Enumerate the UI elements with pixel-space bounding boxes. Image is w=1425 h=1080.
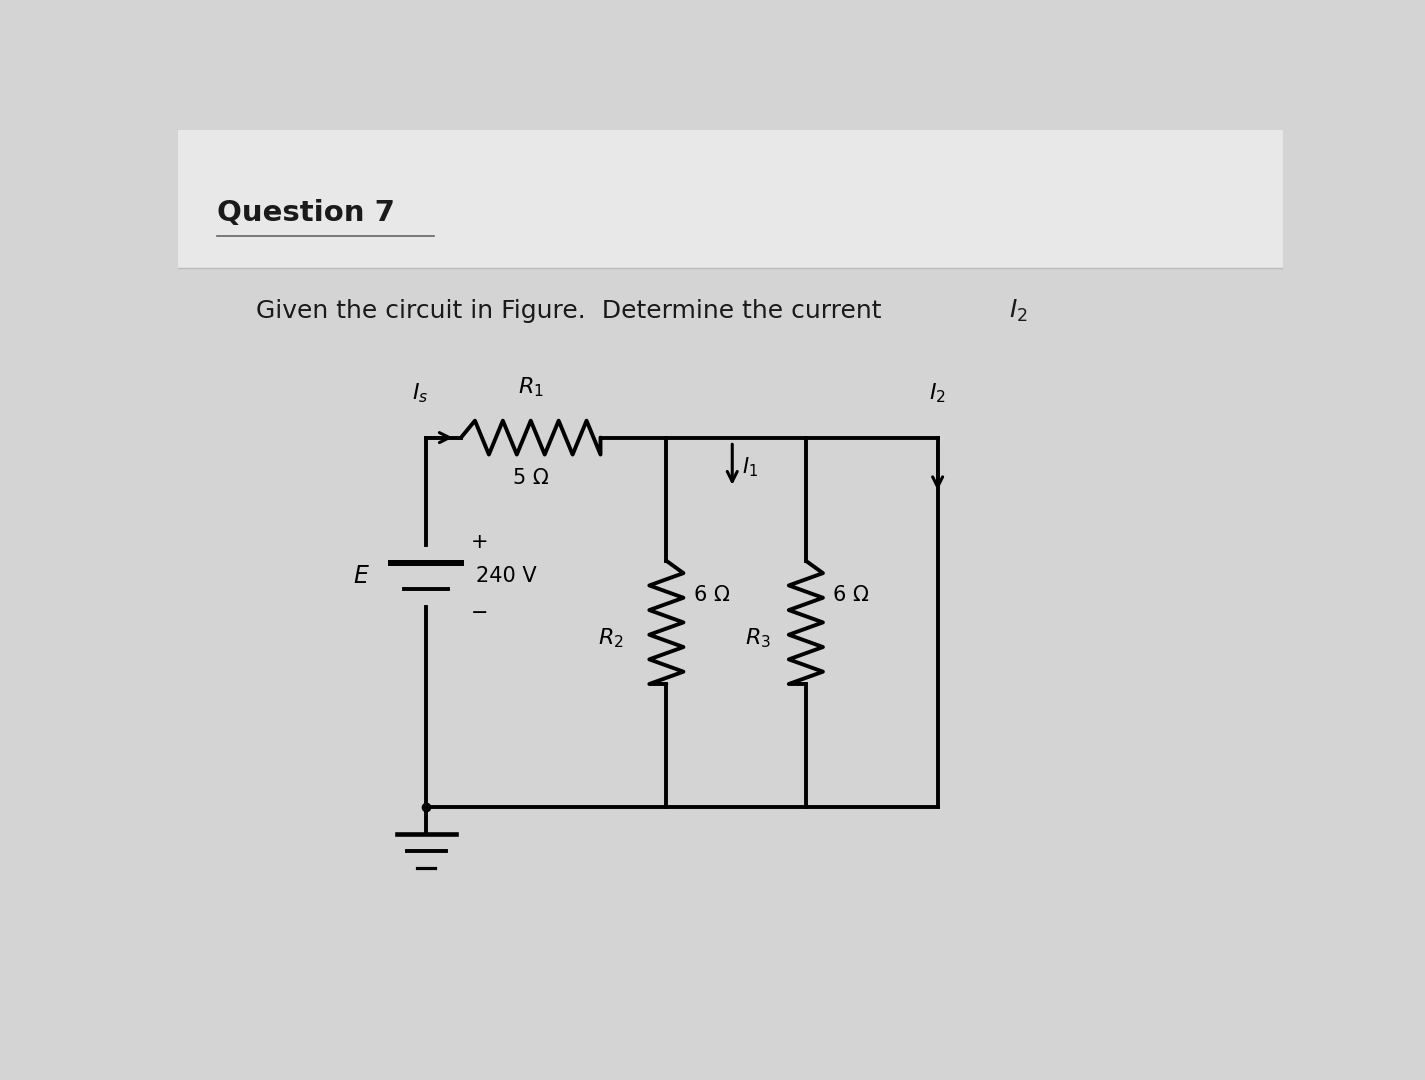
Text: Question 7: Question 7: [217, 199, 395, 227]
Text: −: −: [472, 603, 489, 623]
Text: 6 Ω: 6 Ω: [834, 585, 869, 606]
Text: 6 Ω: 6 Ω: [694, 585, 730, 606]
Text: $R_3$: $R_3$: [745, 626, 771, 649]
Text: 240 V: 240 V: [476, 566, 537, 586]
Text: $E$: $E$: [353, 564, 370, 589]
Text: $I_2$: $I_2$: [929, 381, 946, 405]
Text: $R_2$: $R_2$: [598, 626, 624, 649]
Text: Given the circuit in Figure.  Determine the current: Given the circuit in Figure. Determine t…: [255, 298, 889, 323]
Text: $I_1$: $I_1$: [741, 455, 758, 478]
Text: +: +: [472, 531, 489, 552]
Text: $R_1$: $R_1$: [517, 376, 544, 400]
Text: $I_s$: $I_s$: [412, 381, 428, 405]
Bar: [178, 130, 1282, 268]
Text: 5 Ω: 5 Ω: [513, 469, 549, 488]
Text: $I_2$: $I_2$: [1009, 297, 1027, 324]
